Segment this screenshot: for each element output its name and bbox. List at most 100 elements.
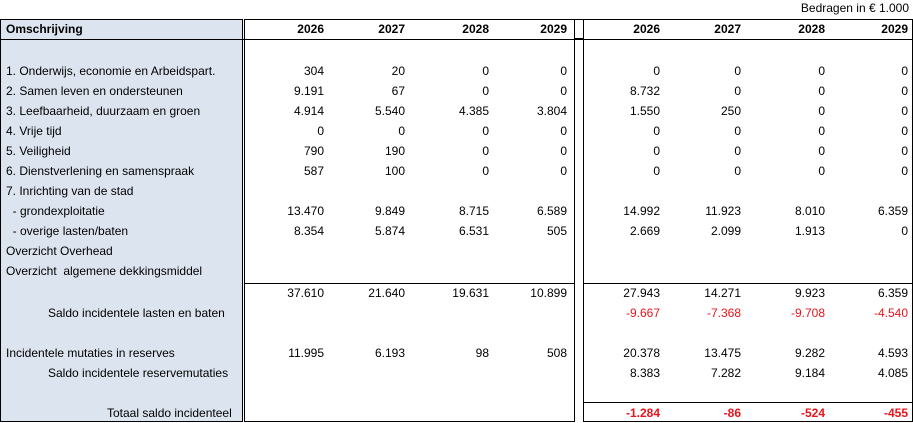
value-cell: 0 bbox=[560, 164, 567, 178]
table-row: Saldo incidentele lasten en baten -9.667 -… bbox=[0, 303, 913, 323]
column-header-year: 2028 bbox=[798, 22, 825, 36]
value-cell: 37.610 bbox=[287, 286, 324, 300]
value-cell: 9.923 bbox=[794, 286, 825, 300]
value-cell: 0 bbox=[901, 124, 908, 138]
value-cell: 0 bbox=[560, 64, 567, 78]
row-label: 1. Onderwijs, economie en Arbeidspart. bbox=[6, 64, 216, 78]
value-cell: 0 bbox=[901, 224, 908, 238]
value-cell: 0 bbox=[734, 84, 741, 98]
value-cell: 0 bbox=[901, 104, 908, 118]
value-cell: 6.531 bbox=[458, 224, 489, 238]
value-cell: 0 bbox=[317, 124, 324, 138]
table-row: 1. Onderwijs, economie en Arbeidspart. 30… bbox=[0, 61, 913, 81]
table-row: 6. Dienstverlening en samenspraak 587 100 0… bbox=[0, 161, 913, 181]
value-cell: 1.550 bbox=[629, 104, 660, 118]
column-header-description: Omschrijving bbox=[6, 22, 83, 36]
value-cell: -524 bbox=[800, 406, 825, 420]
value-cell: -86 bbox=[723, 406, 741, 420]
value-cell: 6.193 bbox=[374, 346, 405, 360]
value-cell: 587 bbox=[303, 164, 324, 178]
table-row: - grondexploitatie 13.470 9.849 8.715 6.589 1… bbox=[0, 201, 913, 221]
row-label: 5. Veiligheid bbox=[6, 144, 71, 158]
value-cell: -7.368 bbox=[706, 306, 741, 320]
value-cell: 304 bbox=[303, 64, 324, 78]
value-cell: 5.540 bbox=[374, 104, 405, 118]
subtotal-divider-left bbox=[244, 283, 575, 284]
value-cell: 6.359 bbox=[877, 204, 908, 218]
column-header-year: 2029 bbox=[881, 22, 908, 36]
value-cell: 0 bbox=[901, 164, 908, 178]
value-cell: 5.874 bbox=[374, 224, 405, 238]
value-cell: 0 bbox=[398, 124, 405, 138]
value-cell: 0 bbox=[901, 84, 908, 98]
value-cell: 0 bbox=[482, 164, 489, 178]
value-cell: 505 bbox=[546, 224, 567, 238]
left-years-panel bbox=[244, 19, 575, 422]
row-label: 4. Vrije tijd bbox=[6, 124, 62, 138]
value-cell: -4.540 bbox=[873, 306, 908, 320]
value-cell: 0 bbox=[560, 84, 567, 98]
value-cell: -9.667 bbox=[625, 306, 660, 320]
header-divider bbox=[0, 39, 913, 40]
total-divider-right bbox=[583, 402, 913, 403]
row-label: 2. Samen leven en ondersteunen bbox=[6, 84, 183, 98]
value-cell: 0 bbox=[818, 144, 825, 158]
value-cell: 9.849 bbox=[374, 204, 405, 218]
column-header-year: 2028 bbox=[462, 22, 489, 36]
value-cell: 4.914 bbox=[293, 104, 324, 118]
value-cell: 9.191 bbox=[293, 84, 324, 98]
row-label: Saldo incidentele lasten en baten bbox=[48, 306, 225, 320]
table-row: Incidentele mutaties in reserves 11.995 6.… bbox=[0, 343, 913, 363]
table-row: - overige lasten/baten 8.354 5.874 6.531 505… bbox=[0, 221, 913, 241]
table-row: Totaal saldo incidenteel -1.284 -86 -524 -45… bbox=[0, 403, 913, 423]
value-cell: 0 bbox=[818, 84, 825, 98]
value-cell: 4.593 bbox=[877, 346, 908, 360]
value-cell: 13.470 bbox=[287, 204, 324, 218]
table-row: 37.610 21.640 19.631 10.899 27.943 14.271 9.92… bbox=[0, 283, 913, 303]
row-label: Overzicht algemene dekkingsmiddel bbox=[6, 264, 203, 278]
table-row: 4. Vrije tijd 0 0 0 0 0 0 0 0 bbox=[0, 121, 913, 141]
value-cell: 0 bbox=[818, 64, 825, 78]
value-cell: 0 bbox=[482, 84, 489, 98]
value-cell: 21.640 bbox=[368, 286, 405, 300]
value-cell: 0 bbox=[734, 64, 741, 78]
row-label: Overzicht Overhead bbox=[6, 244, 113, 258]
table-row bbox=[0, 323, 913, 343]
value-cell: 0 bbox=[734, 164, 741, 178]
value-cell: 14.271 bbox=[704, 286, 741, 300]
value-cell: 8.354 bbox=[293, 224, 324, 238]
value-cell: 0 bbox=[818, 124, 825, 138]
value-cell: 8.732 bbox=[629, 84, 660, 98]
table-row: 2. Samen leven en ondersteunen 9.191 67 0 0 8… bbox=[0, 81, 913, 101]
subtotal-divider-right bbox=[583, 283, 913, 284]
table-row: Saldo incidentele reservemutaties 8.383 7.… bbox=[0, 363, 913, 383]
value-cell: 9.184 bbox=[794, 366, 825, 380]
value-cell: -455 bbox=[883, 406, 908, 420]
table-row bbox=[0, 383, 913, 403]
value-cell: 4.085 bbox=[877, 366, 908, 380]
value-cell: 0 bbox=[560, 144, 567, 158]
table-row: 7. Inrichting van de stad bbox=[0, 181, 913, 201]
value-cell: -1.284 bbox=[625, 406, 660, 420]
value-cell: 0 bbox=[482, 64, 489, 78]
header-gap bbox=[575, 19, 583, 39]
label-column-panel bbox=[0, 19, 243, 422]
value-cell: -9.708 bbox=[790, 306, 825, 320]
value-cell: 2.099 bbox=[710, 224, 741, 238]
value-cell: 250 bbox=[720, 104, 741, 118]
value-cell: 0 bbox=[818, 104, 825, 118]
value-cell: 508 bbox=[546, 346, 567, 360]
value-cell: 0 bbox=[901, 144, 908, 158]
value-cell: 8.010 bbox=[794, 204, 825, 218]
value-cell: 2.669 bbox=[629, 224, 660, 238]
value-cell: 8.715 bbox=[458, 204, 489, 218]
value-cell: 4.385 bbox=[458, 104, 489, 118]
header-row: Omschrijving 2026 2027 2028 2029 2026 20… bbox=[0, 19, 913, 39]
table-row: Overzicht algemene dekkingsmiddel bbox=[0, 261, 913, 281]
value-cell: 3.804 bbox=[536, 104, 567, 118]
value-cell: 11.995 bbox=[288, 346, 324, 360]
value-cell: 0 bbox=[734, 124, 741, 138]
column-header-year: 2027 bbox=[714, 22, 741, 36]
column-header-year: 2026 bbox=[633, 22, 660, 36]
value-cell: 0 bbox=[653, 124, 660, 138]
